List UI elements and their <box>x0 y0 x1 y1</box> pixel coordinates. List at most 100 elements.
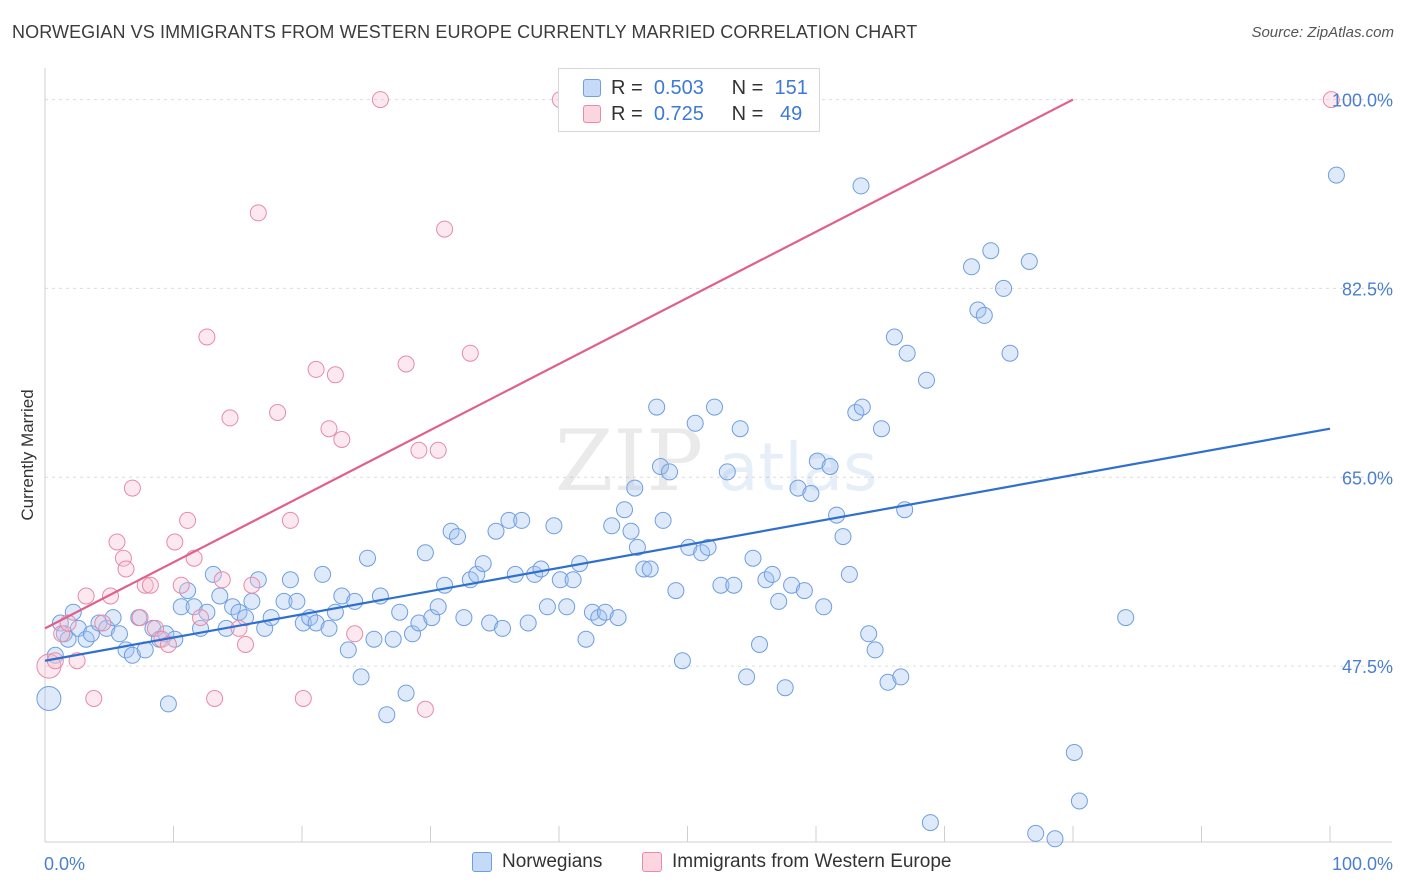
norwegians-point <box>635 560 653 578</box>
norwegians-point <box>314 565 332 583</box>
immigrants-point <box>320 420 338 438</box>
series-norwegians <box>36 166 1345 848</box>
norwegians-point <box>1327 166 1345 184</box>
legend-row-norwegians: R = 0.503 N = 151 <box>583 77 808 99</box>
norwegians-point <box>776 679 794 697</box>
immigrants-point <box>85 690 103 707</box>
chart-title: NORWEGIAN VS IMMIGRANTS FROM WESTERN EUR… <box>12 22 918 42</box>
immigrants-point <box>108 533 126 551</box>
norwegians-point <box>275 592 293 610</box>
norwegians-point <box>111 625 128 643</box>
norwegians-point <box>853 398 871 416</box>
norwegians-point <box>879 673 897 691</box>
norwegians-point <box>609 609 627 627</box>
legend-n-label: N = <box>731 76 764 99</box>
norwegians-point <box>159 695 177 713</box>
norwegians-point <box>481 614 499 632</box>
immigrants-point <box>94 614 112 632</box>
immigrants-point <box>123 479 141 497</box>
norwegians-point <box>416 544 434 562</box>
source-label: Source: ZipAtlas.com <box>1251 24 1394 41</box>
norwegians-point <box>718 463 736 481</box>
immigrants-point <box>307 360 325 378</box>
norwegians-point <box>36 686 62 711</box>
watermark-zip: ZIP <box>555 412 703 510</box>
norwegians-point <box>1046 830 1064 848</box>
norwegians-point <box>455 609 473 627</box>
norwegians-point <box>532 560 550 578</box>
norwegians-point <box>921 814 939 832</box>
norwegians-point <box>1020 253 1038 270</box>
norwegians-point <box>352 668 370 686</box>
norwegians-point <box>487 522 505 540</box>
legend-row-immigrants: R = 0.725 N = 49 <box>583 103 802 125</box>
axes <box>44 68 1392 843</box>
watermark: ZIP atlas <box>555 412 878 510</box>
immigrants-point <box>147 619 164 637</box>
norwegians-point <box>494 619 511 637</box>
series-immigrants <box>36 91 1340 718</box>
legend-swatch-immigrants <box>583 105 601 123</box>
norwegians-point <box>770 592 788 610</box>
norwegians-point <box>628 538 646 556</box>
norwegians-point <box>1065 744 1083 761</box>
norwegians-point <box>808 452 826 470</box>
norwegians-point <box>320 619 338 637</box>
norwegians-point <box>185 598 203 616</box>
norwegians-point <box>763 565 781 583</box>
norwegians-point <box>307 614 325 632</box>
norwegians-trend-line <box>44 427 1331 662</box>
norwegians-point <box>652 458 669 475</box>
tick-labels: 47.5% 65.0% 82.5% 100.0% 0.0% 100.0% <box>44 91 1393 874</box>
legend-n-value: 49 <box>780 102 803 125</box>
norwegians-point <box>577 630 595 648</box>
norwegians-point <box>77 630 95 648</box>
norwegians-point <box>391 603 409 621</box>
watermark-atlas: atlas <box>718 429 878 506</box>
norwegians-point <box>892 668 910 686</box>
immigrants-point <box>461 344 479 362</box>
immigrants-point <box>172 576 190 594</box>
norwegians-point <box>365 630 383 648</box>
norwegians-point <box>783 576 801 594</box>
bottom-legend: Norwegians Immigrants from Western Europ… <box>0 851 1406 877</box>
norwegians-point <box>262 609 280 627</box>
norwegians-point <box>963 258 980 276</box>
norwegians-point <box>654 511 672 529</box>
immigrants-point <box>77 587 95 605</box>
norwegians-point <box>1117 609 1135 627</box>
immigrants-point <box>213 571 231 589</box>
immigrants-point <box>1322 91 1340 109</box>
x-tick-label: 100.0% <box>1332 854 1393 874</box>
immigrants-point <box>102 587 119 605</box>
immigrants-point <box>117 560 135 578</box>
legend: R = 0.503 N = 151 R = 0.725 N = 49 <box>558 68 820 132</box>
immigrants-point <box>269 404 287 421</box>
norwegians-point <box>1027 824 1045 842</box>
y-tick-label: 65.0% <box>1342 468 1393 488</box>
legend-r-value: 0.725 <box>653 102 704 125</box>
bottom-legend-label: Immigrants from Western Europe <box>672 851 952 872</box>
norwegians-point <box>288 592 306 610</box>
immigrants-point <box>206 690 224 707</box>
bottom-legend-swatch-immigrants <box>642 852 662 872</box>
bottom-legend-immigrants: Immigrants from Western Europe <box>642 851 951 873</box>
legend-r-value: 0.503 <box>653 76 704 99</box>
legend-n-label: N = <box>731 102 764 125</box>
immigrants-point <box>397 355 415 373</box>
legend-n-value: 151 <box>774 76 808 99</box>
norwegians-point <box>918 371 935 389</box>
norwegians-point <box>564 571 582 589</box>
norwegians-point <box>712 576 730 594</box>
bottom-legend-label: Norwegians <box>502 851 603 872</box>
norwegians-point <box>545 517 563 535</box>
immigrants-point <box>243 576 261 594</box>
norwegians-point <box>104 609 122 627</box>
norwegians-point <box>706 398 723 416</box>
norwegians-point <box>243 592 261 610</box>
norwegians-point <box>686 414 704 432</box>
immigrants-point <box>371 91 389 109</box>
norwegians-point <box>596 603 614 621</box>
norwegians-point <box>333 587 351 605</box>
